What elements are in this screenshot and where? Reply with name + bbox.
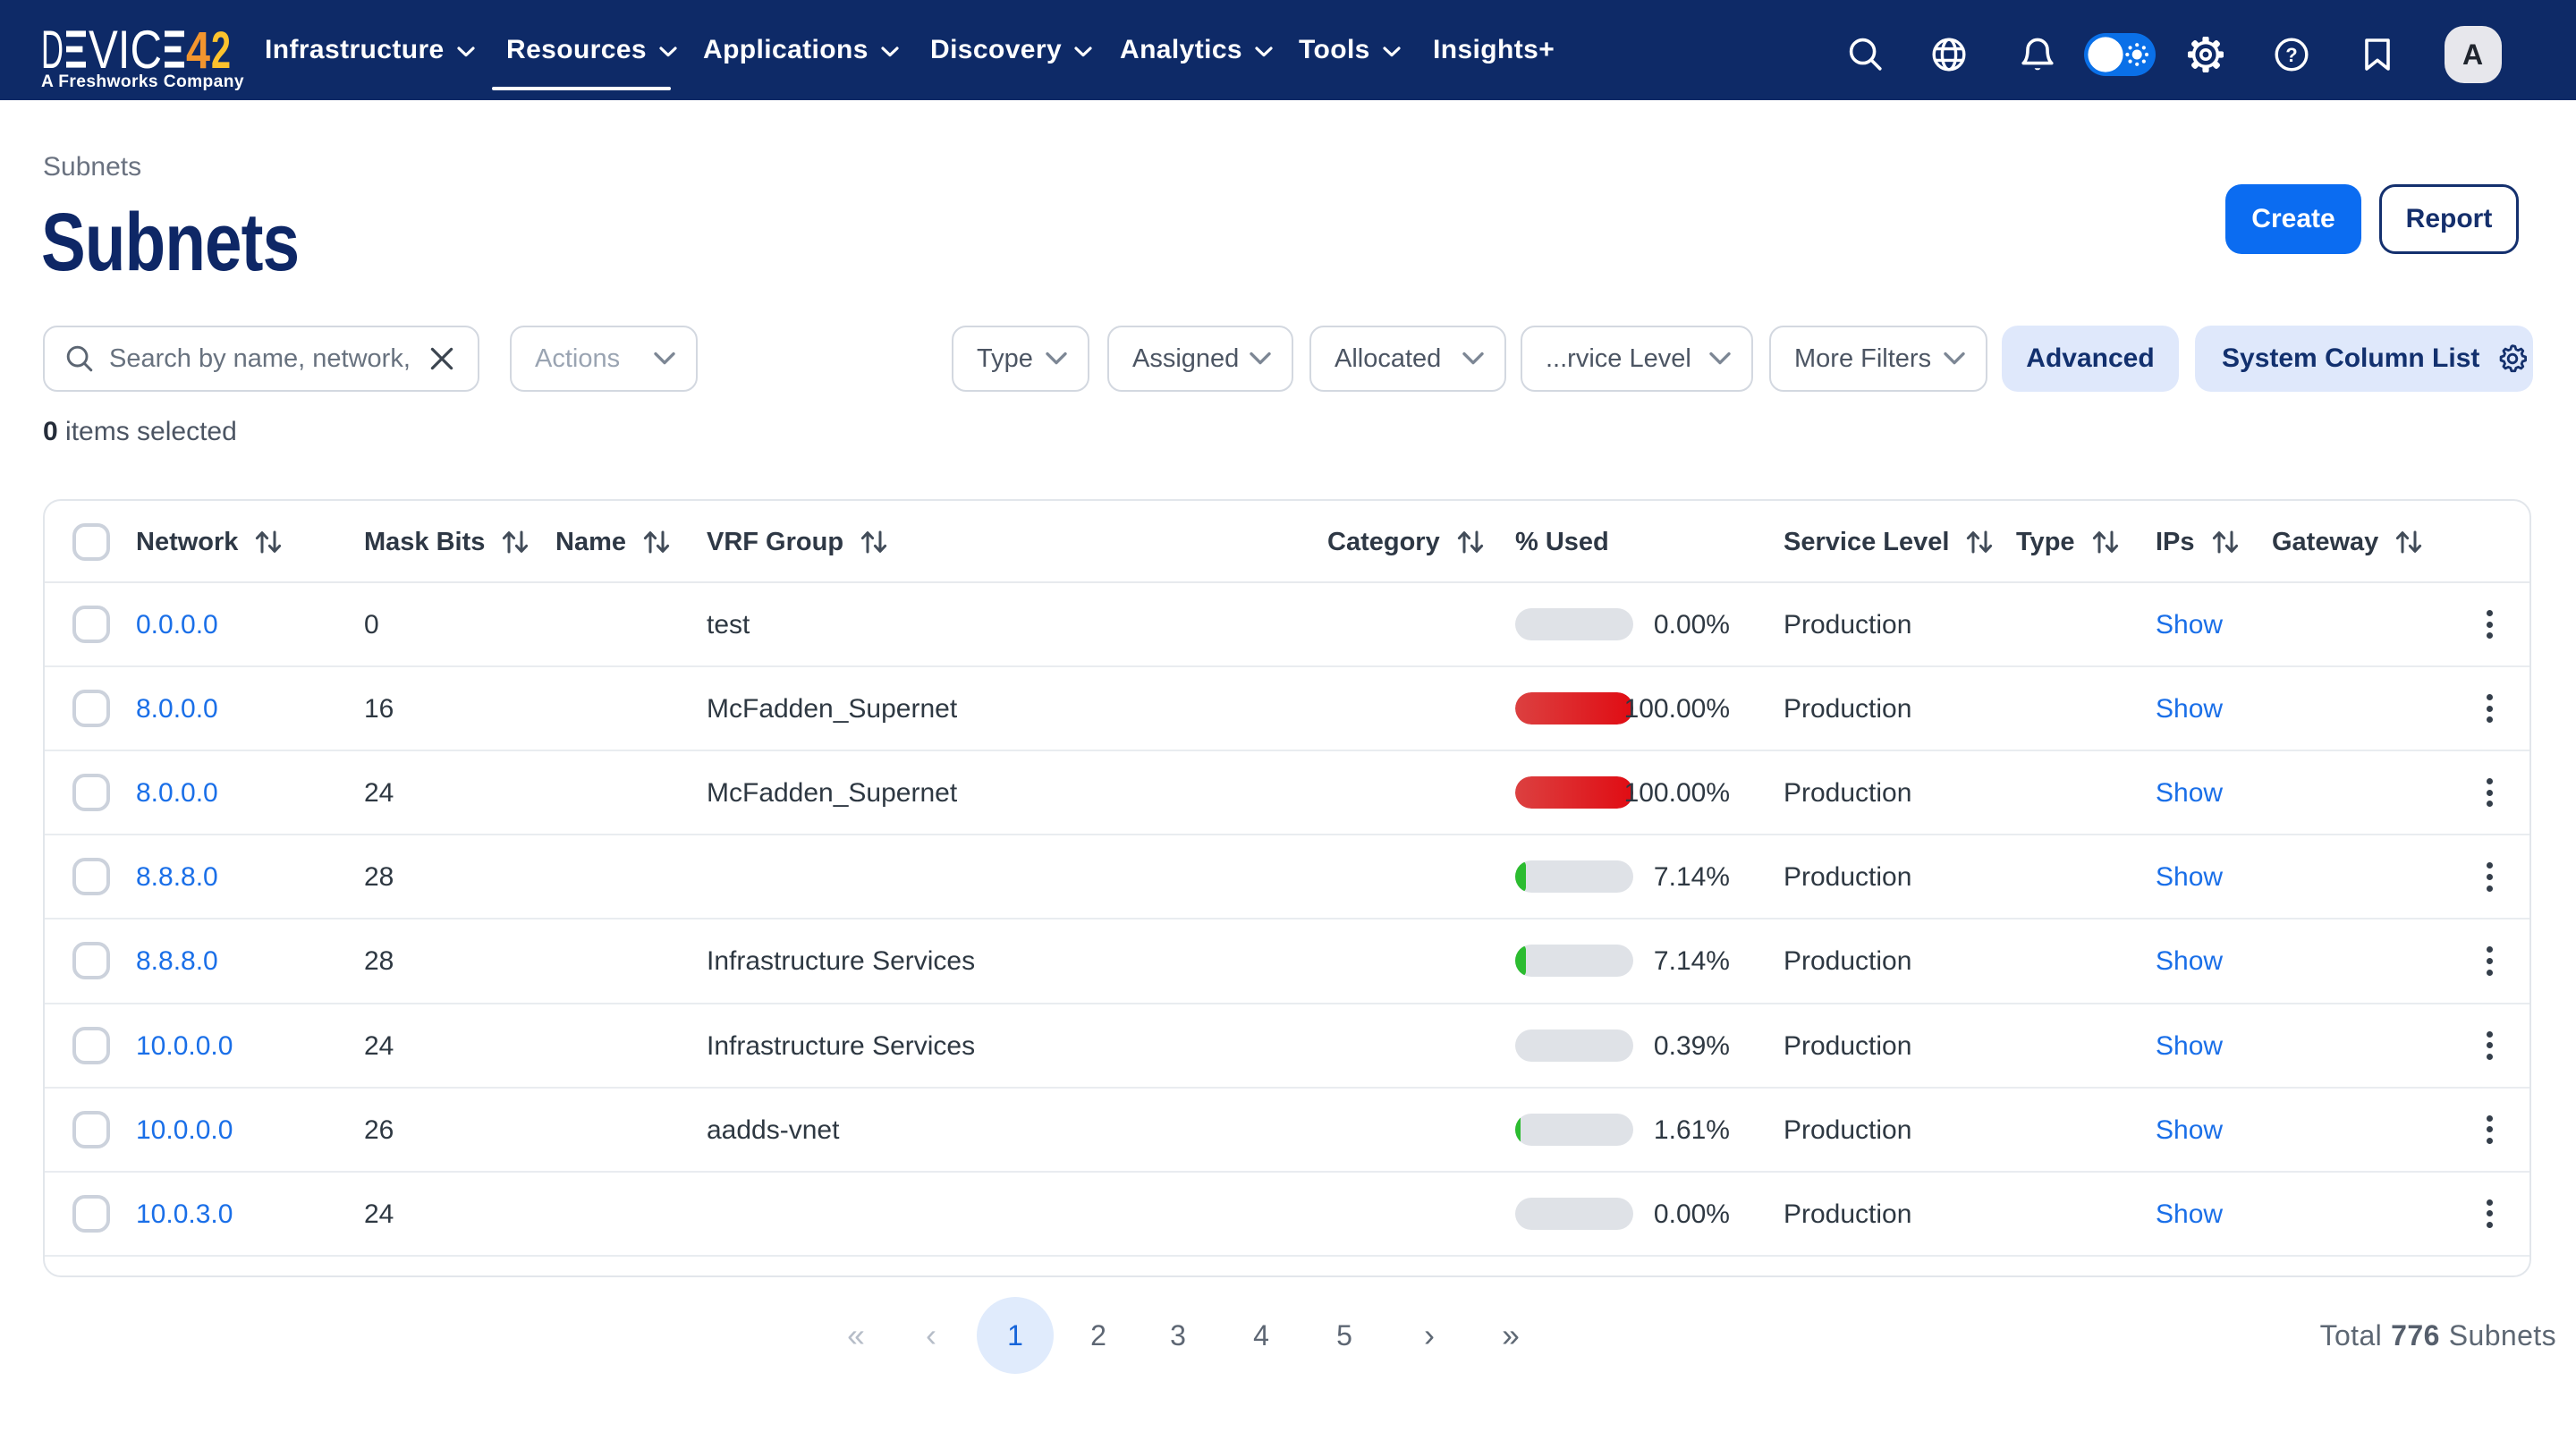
svg-text:VIC: VIC bbox=[89, 20, 162, 80]
svg-text:2: 2 bbox=[211, 21, 231, 80]
svg-text:?: ? bbox=[2285, 44, 2297, 66]
svg-text:4: 4 bbox=[186, 21, 210, 80]
svg-text:D: D bbox=[41, 20, 64, 80]
svg-text:A Freshworks Company: A Freshworks Company bbox=[41, 72, 244, 91]
